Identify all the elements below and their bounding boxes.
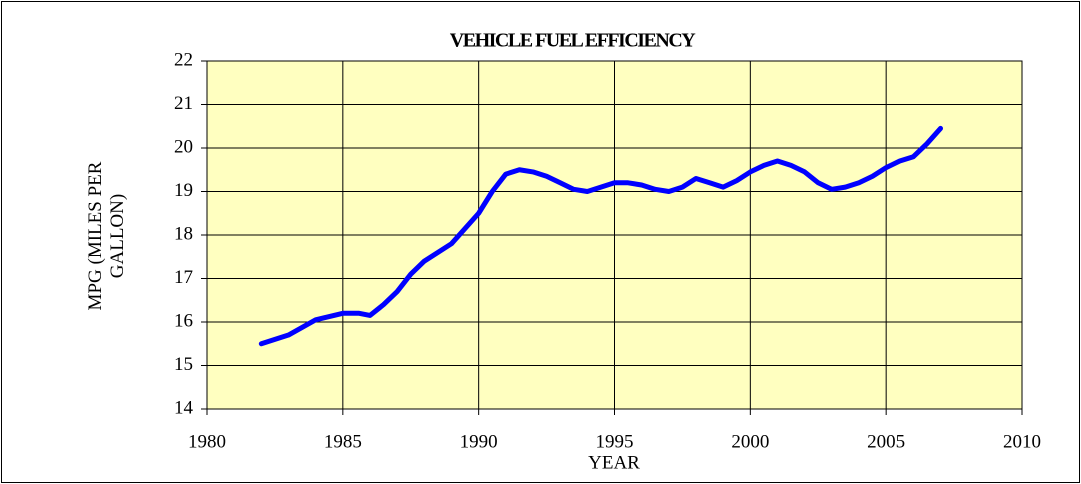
x-tick-label: 1985 <box>324 431 362 452</box>
chart-title: VEHICLE FUEL EFFICIENCY <box>450 30 696 52</box>
y-axis-label: MPG (MILES PER GALLON) <box>85 161 128 311</box>
y-tick-label: 17 <box>174 267 193 288</box>
x-tick-label: 1995 <box>596 431 634 452</box>
x-tick-label: 1980 <box>188 431 226 452</box>
x-tick-label: 2010 <box>1003 431 1041 452</box>
y-tick-label: 16 <box>174 310 193 331</box>
y-tick-label: 21 <box>174 93 193 114</box>
y-tick-label: 19 <box>174 180 193 201</box>
y-tick-label: 20 <box>174 136 193 157</box>
data-line <box>258 125 943 347</box>
y-tick-label: 14 <box>174 397 194 418</box>
x-tick-label: 2000 <box>731 431 769 452</box>
x-tick-label: 1990 <box>460 431 498 452</box>
x-axis-label: YEAR <box>588 452 640 473</box>
y-tick-label: 18 <box>174 223 193 244</box>
y-tick-label: 15 <box>174 354 193 375</box>
y-tick-label: 22 <box>174 49 193 70</box>
x-tick-label: 2005 <box>867 431 905 452</box>
